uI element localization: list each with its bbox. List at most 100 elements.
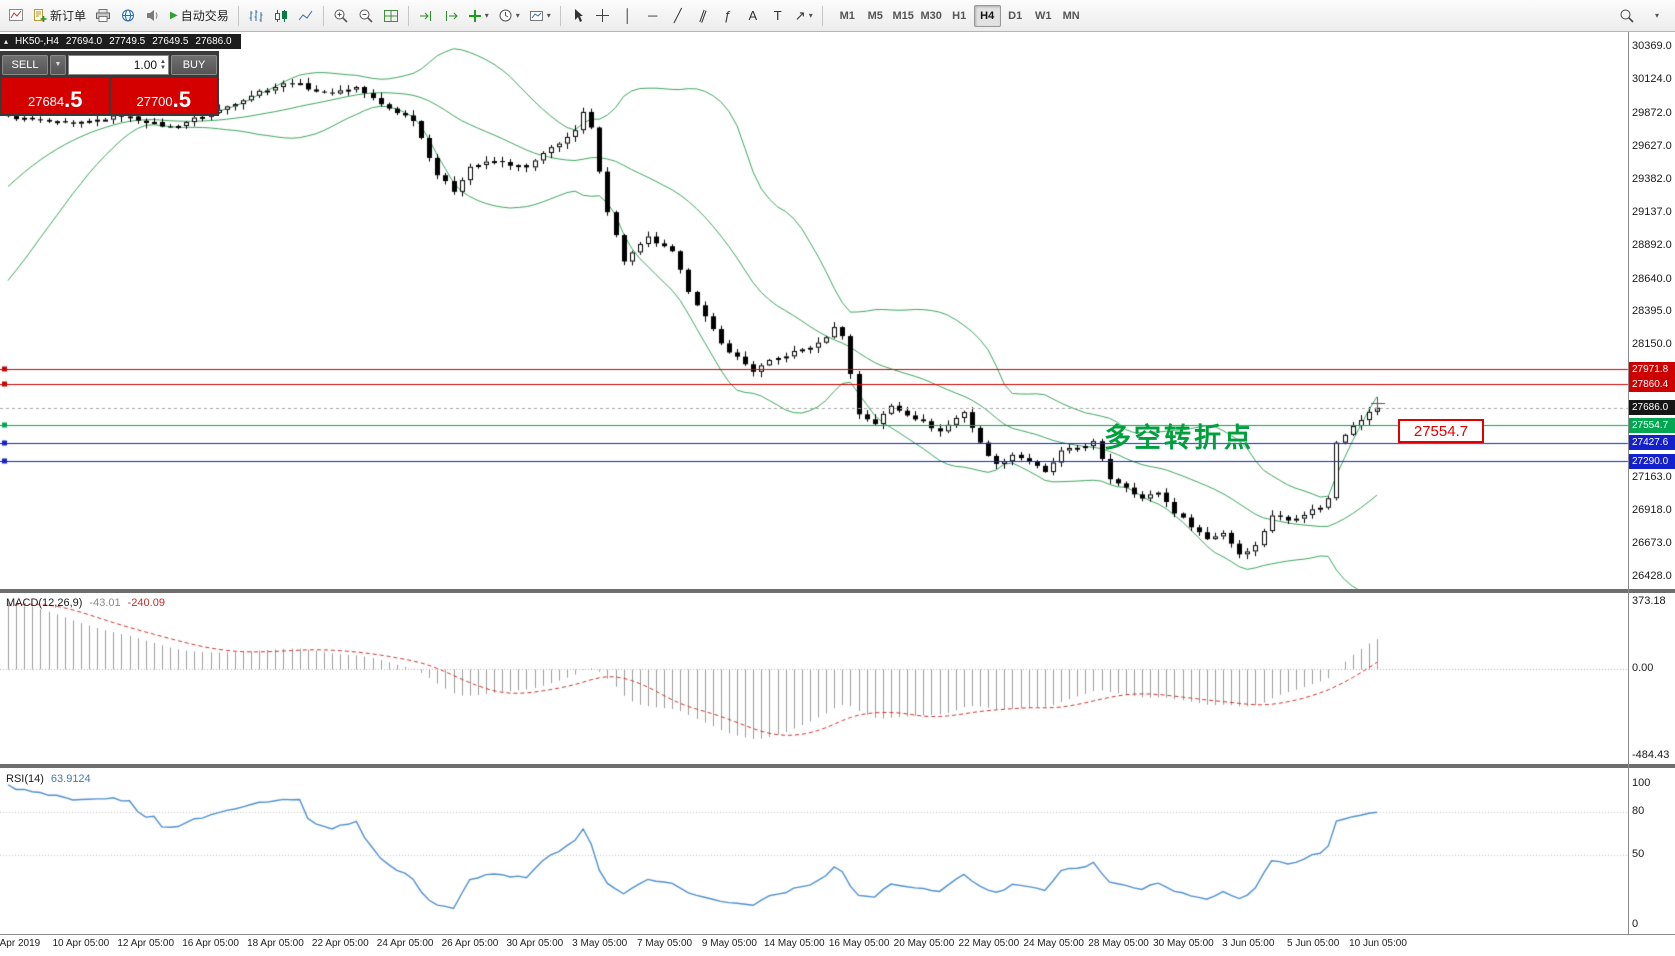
crosshair-tool-button[interactable] <box>591 4 615 28</box>
toolbar-overflow-button[interactable]: ▾ <box>1645 4 1669 28</box>
line-chart-button[interactable] <box>294 4 318 28</box>
order-type-dropdown[interactable]: ▼ <box>50 54 66 75</box>
timeframe-mn[interactable]: MN <box>1062 9 1080 22</box>
date-label: 7 May 05:00 <box>637 938 693 949</box>
zoom-in-icon <box>334 9 348 23</box>
label-tool-icon: T <box>773 8 782 23</box>
price-axis-label: 29627.0 <box>1632 139 1672 152</box>
arrows-tool-button[interactable]: ↗ ▾ <box>791 4 817 28</box>
zoom-out-icon <box>359 9 373 23</box>
spinner-up-icon: ▲ <box>160 58 166 65</box>
macd-panel-separator[interactable] <box>0 589 1675 593</box>
time-axis-line <box>0 934 1675 935</box>
buy-price-panel[interactable]: 27700.5 <box>110 78 217 114</box>
channel-tool-button[interactable]: ∥ <box>691 4 715 28</box>
date-label: 3 Jun 05:00 <box>1222 938 1275 949</box>
volume-spinner[interactable]: ▲ ▼ <box>160 59 166 71</box>
chart-shift-icon <box>445 10 458 21</box>
volume-value[interactable]: 1.00 <box>133 57 158 72</box>
candle-chart-button[interactable] <box>269 4 293 28</box>
rsi-axis-label: 100 <box>1632 777 1651 789</box>
price-axis-label: 30369.0 <box>1632 40 1672 52</box>
trendline-icon: ╱ <box>673 8 682 23</box>
periods-button[interactable]: ▾ <box>494 4 524 28</box>
chevron-down-icon: ▼ <box>54 61 62 68</box>
templates-button[interactable]: ▾ <box>525 4 555 28</box>
price-axis-label: 26673.0 <box>1632 537 1672 550</box>
sell-button[interactable]: SELL <box>2 54 48 75</box>
new-order-button[interactable]: 新订单 <box>29 4 90 28</box>
rsi-value: 63.9124 <box>50 773 91 785</box>
horizontal-line-icon: ─ <box>648 8 658 23</box>
volume-field[interactable]: 1.00 ▲ ▼ <box>68 54 169 75</box>
tile-windows-button[interactable] <box>379 4 403 28</box>
timeframe-w1[interactable]: W1 <box>1034 9 1052 22</box>
hline-price-tag[interactable]: 27290.0 <box>1629 453 1675 469</box>
auto-scroll-button[interactable] <box>414 4 438 28</box>
timeframe-m5[interactable]: M5 <box>867 9 883 22</box>
price-axis-label: 28892.0 <box>1632 238 1672 251</box>
one-click-controls-row: SELL ▼ 1.00 ▲ ▼ BUY <box>2 53 217 76</box>
hline-price-tag[interactable]: 27554.7 <box>1629 417 1675 433</box>
label-tool-button[interactable]: T <box>766 4 790 28</box>
channel-icon: ∥ <box>697 7 709 24</box>
chart-open-value: 27694.0 <box>65 36 103 47</box>
news-button[interactable] <box>141 4 165 28</box>
date-label: 9 May 05:00 <box>701 938 757 949</box>
zoom-in-button[interactable] <box>329 4 353 28</box>
crosshair-icon <box>596 9 610 22</box>
price-axis-label: 28640.0 <box>1632 272 1672 285</box>
one-click-collapse-icon[interactable]: ▴ <box>4 37 9 46</box>
hline-price-tag[interactable]: 27860.4 <box>1629 376 1675 392</box>
chevron-down-icon: ▾ <box>1654 10 1659 20</box>
one-click-prices-row: 27684.5 27700.5 <box>2 78 217 114</box>
cursor-tool-button[interactable] <box>566 4 590 28</box>
hline-price-tag[interactable]: 27971.8 <box>1629 361 1675 377</box>
indicators-button[interactable]: ▾ <box>464 4 493 28</box>
community-button[interactable] <box>116 4 140 28</box>
timeframe-m30[interactable]: M30 <box>920 9 942 22</box>
chart-shift-button[interactable] <box>439 4 463 28</box>
price-callout-label[interactable]: 27554.7 <box>1398 419 1484 443</box>
date-label: 28 May 05:00 <box>1088 938 1149 949</box>
zoom-out-button[interactable] <box>354 4 378 28</box>
timeframe-m1[interactable]: M1 <box>839 9 855 22</box>
fibonacci-tool-button[interactable]: ƒ <box>716 4 740 28</box>
main-toolbar: 新订单 ▶ 自动交易 <box>0 0 1675 32</box>
toolbar-separator <box>407 5 409 26</box>
indicators-plus-icon <box>468 9 481 22</box>
autotrading-button[interactable]: ▶ 自动交易 <box>166 4 233 28</box>
date-label: 16 May 05:00 <box>828 938 890 949</box>
buy-button[interactable]: BUY <box>171 54 217 75</box>
trendline-tool-button[interactable]: ╱ <box>666 4 690 28</box>
rsi-panel-separator[interactable] <box>0 764 1675 768</box>
timeframe-h1[interactable]: H1 <box>952 9 967 22</box>
print-button[interactable] <box>91 4 115 28</box>
vertical-line-tool-button[interactable]: │ <box>616 4 640 28</box>
horizontal-line-tool-button[interactable]: ─ <box>641 4 665 28</box>
price-axis-label: 26428.0 <box>1632 570 1672 582</box>
sell-price-panel[interactable]: 27684.5 <box>2 78 109 114</box>
timeframe-h4[interactable]: H4 <box>973 4 1001 27</box>
text-tool-button[interactable]: A <box>741 4 765 28</box>
timeframe-m15[interactable]: M15 <box>892 9 914 22</box>
hline-price-tag[interactable]: 27427.6 <box>1629 435 1675 451</box>
timeframe-d1[interactable]: D1 <box>1008 9 1023 22</box>
date-label: 24 May 05:00 <box>1023 938 1085 949</box>
chevron-down-icon: ▾ <box>546 10 551 20</box>
date-label: 8 Apr 2019 <box>0 938 41 949</box>
macd-axis-label: 0.00 <box>1632 662 1654 674</box>
chart-title-bar: ▴ HK50-,H4 27694.0 27749.5 27649.5 27686… <box>0 34 241 49</box>
sell-price-main: 27684 <box>27 93 65 109</box>
turning-point-annotation[interactable]: 多空转折点 <box>1104 423 1254 453</box>
price-axis-label: 29382.0 <box>1632 172 1672 185</box>
chevron-down-icon: ▾ <box>515 10 520 20</box>
toolbar-separator <box>322 5 324 26</box>
rsi-name: RSI(14) <box>6 773 44 785</box>
bar-chart-button[interactable] <box>244 4 268 28</box>
search-button[interactable] <box>1615 4 1639 28</box>
candlestick-icon <box>274 9 287 22</box>
new-chart-button[interactable] <box>4 4 28 28</box>
